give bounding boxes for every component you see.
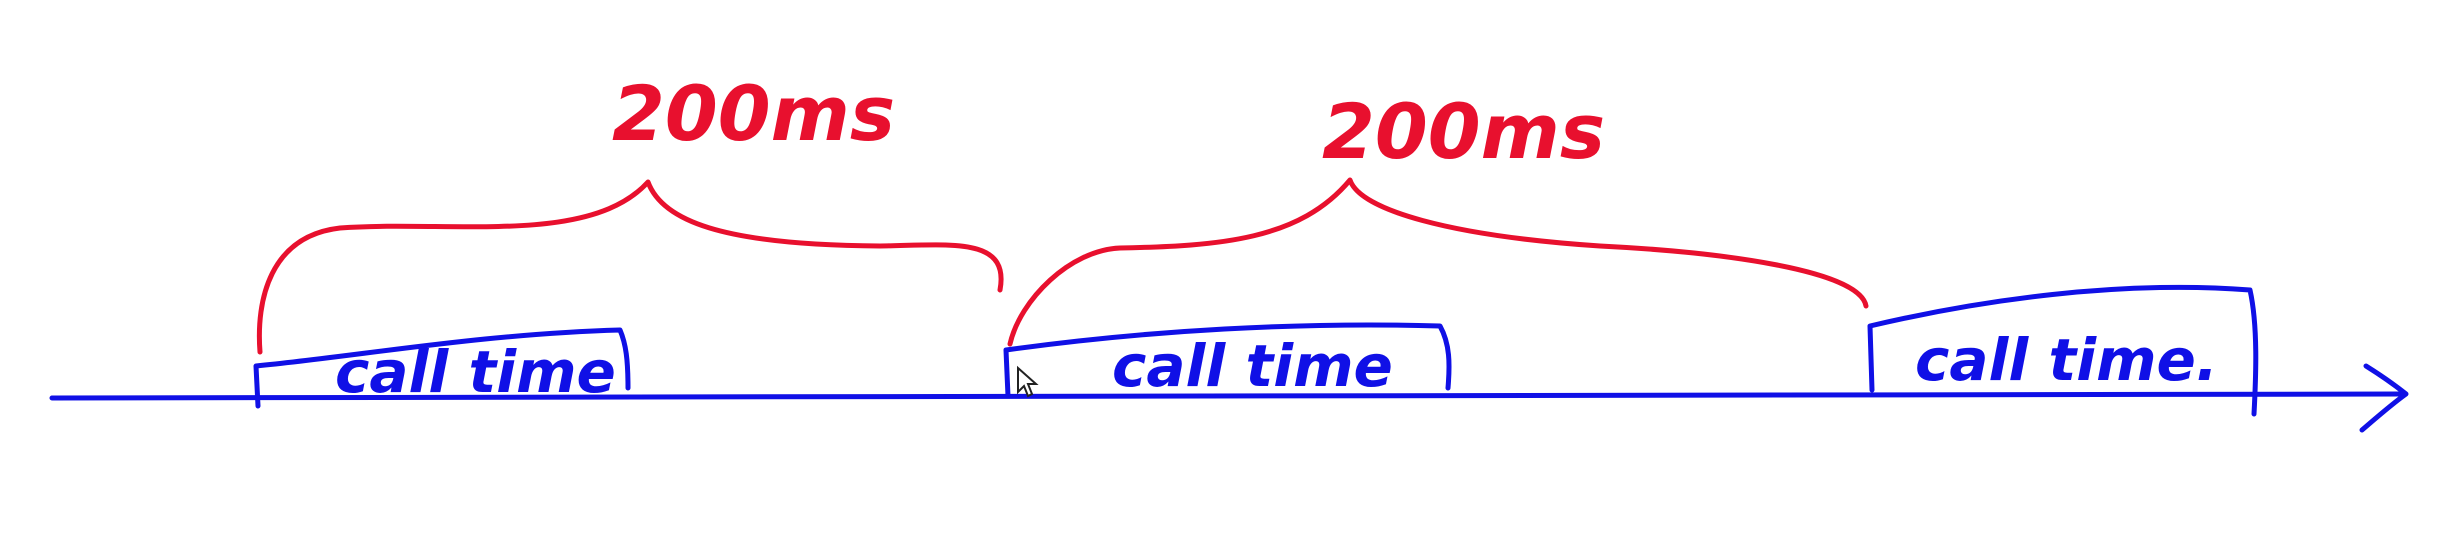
brace-1 bbox=[256, 179, 1004, 355]
block-2-label: call time bbox=[1112, 332, 1393, 400]
call-time-block-2: call time bbox=[1003, 322, 1452, 400]
block-1-outline bbox=[253, 327, 631, 409]
block-2-outline bbox=[1003, 322, 1452, 399]
call-time-block-3: call time. bbox=[1867, 284, 2259, 417]
arrowhead-icon bbox=[2359, 363, 2409, 433]
interval-1-label: 200ms bbox=[612, 69, 895, 158]
timeline bbox=[49, 363, 2409, 433]
block-1-label: call time bbox=[335, 338, 616, 406]
timeline-axis bbox=[49, 391, 2405, 401]
mouse-pointer-icon bbox=[1017, 365, 1039, 398]
interval-brace-1: 200ms bbox=[256, 69, 1004, 355]
brace-2 bbox=[1007, 177, 1869, 347]
call-time-block-1: call time bbox=[253, 327, 631, 409]
block-3-label: call time. bbox=[1915, 326, 2218, 394]
block-3-outline bbox=[1867, 284, 2259, 417]
interval-brace-2: 200ms bbox=[1007, 87, 1869, 347]
interval-2-label: 200ms bbox=[1322, 87, 1605, 176]
